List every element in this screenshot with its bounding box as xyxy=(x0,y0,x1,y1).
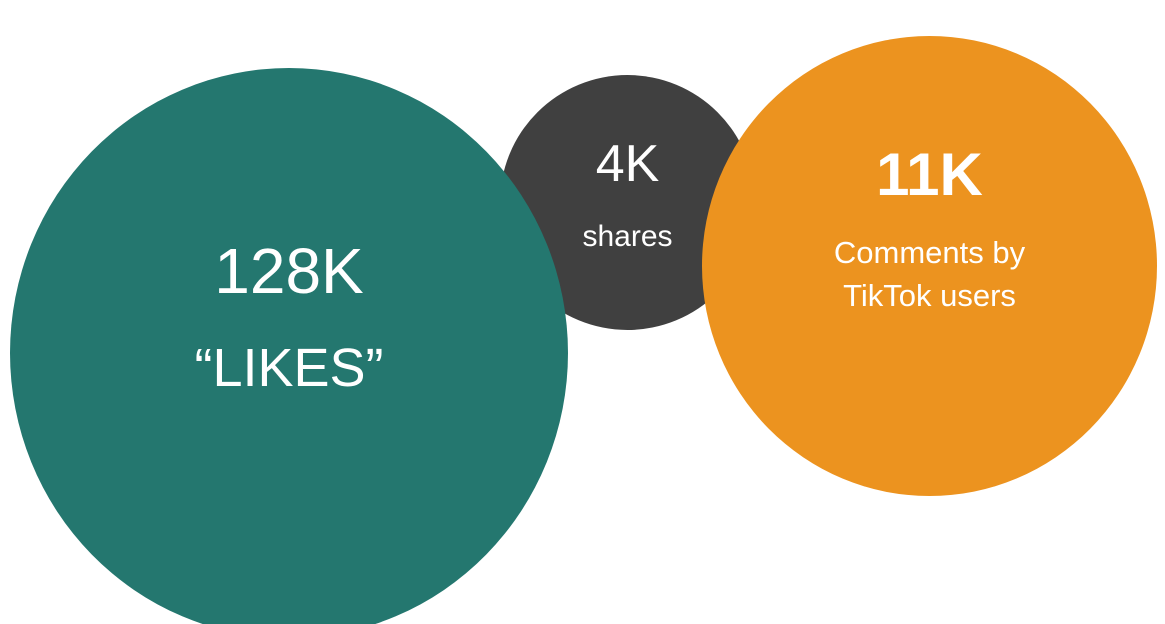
likes-label: “LIKES” xyxy=(194,338,384,398)
shares-label: shares xyxy=(582,219,673,253)
comments-label: Comments by TikTok users xyxy=(833,234,1026,313)
likes-value: 128K xyxy=(214,235,364,307)
likes-bubble: 128K “LIKES” xyxy=(10,68,568,624)
shares-value: 4K xyxy=(595,134,660,193)
comments-bubble: 11K Comments by TikTok users xyxy=(702,36,1157,496)
comments-value: 11K xyxy=(876,140,983,208)
